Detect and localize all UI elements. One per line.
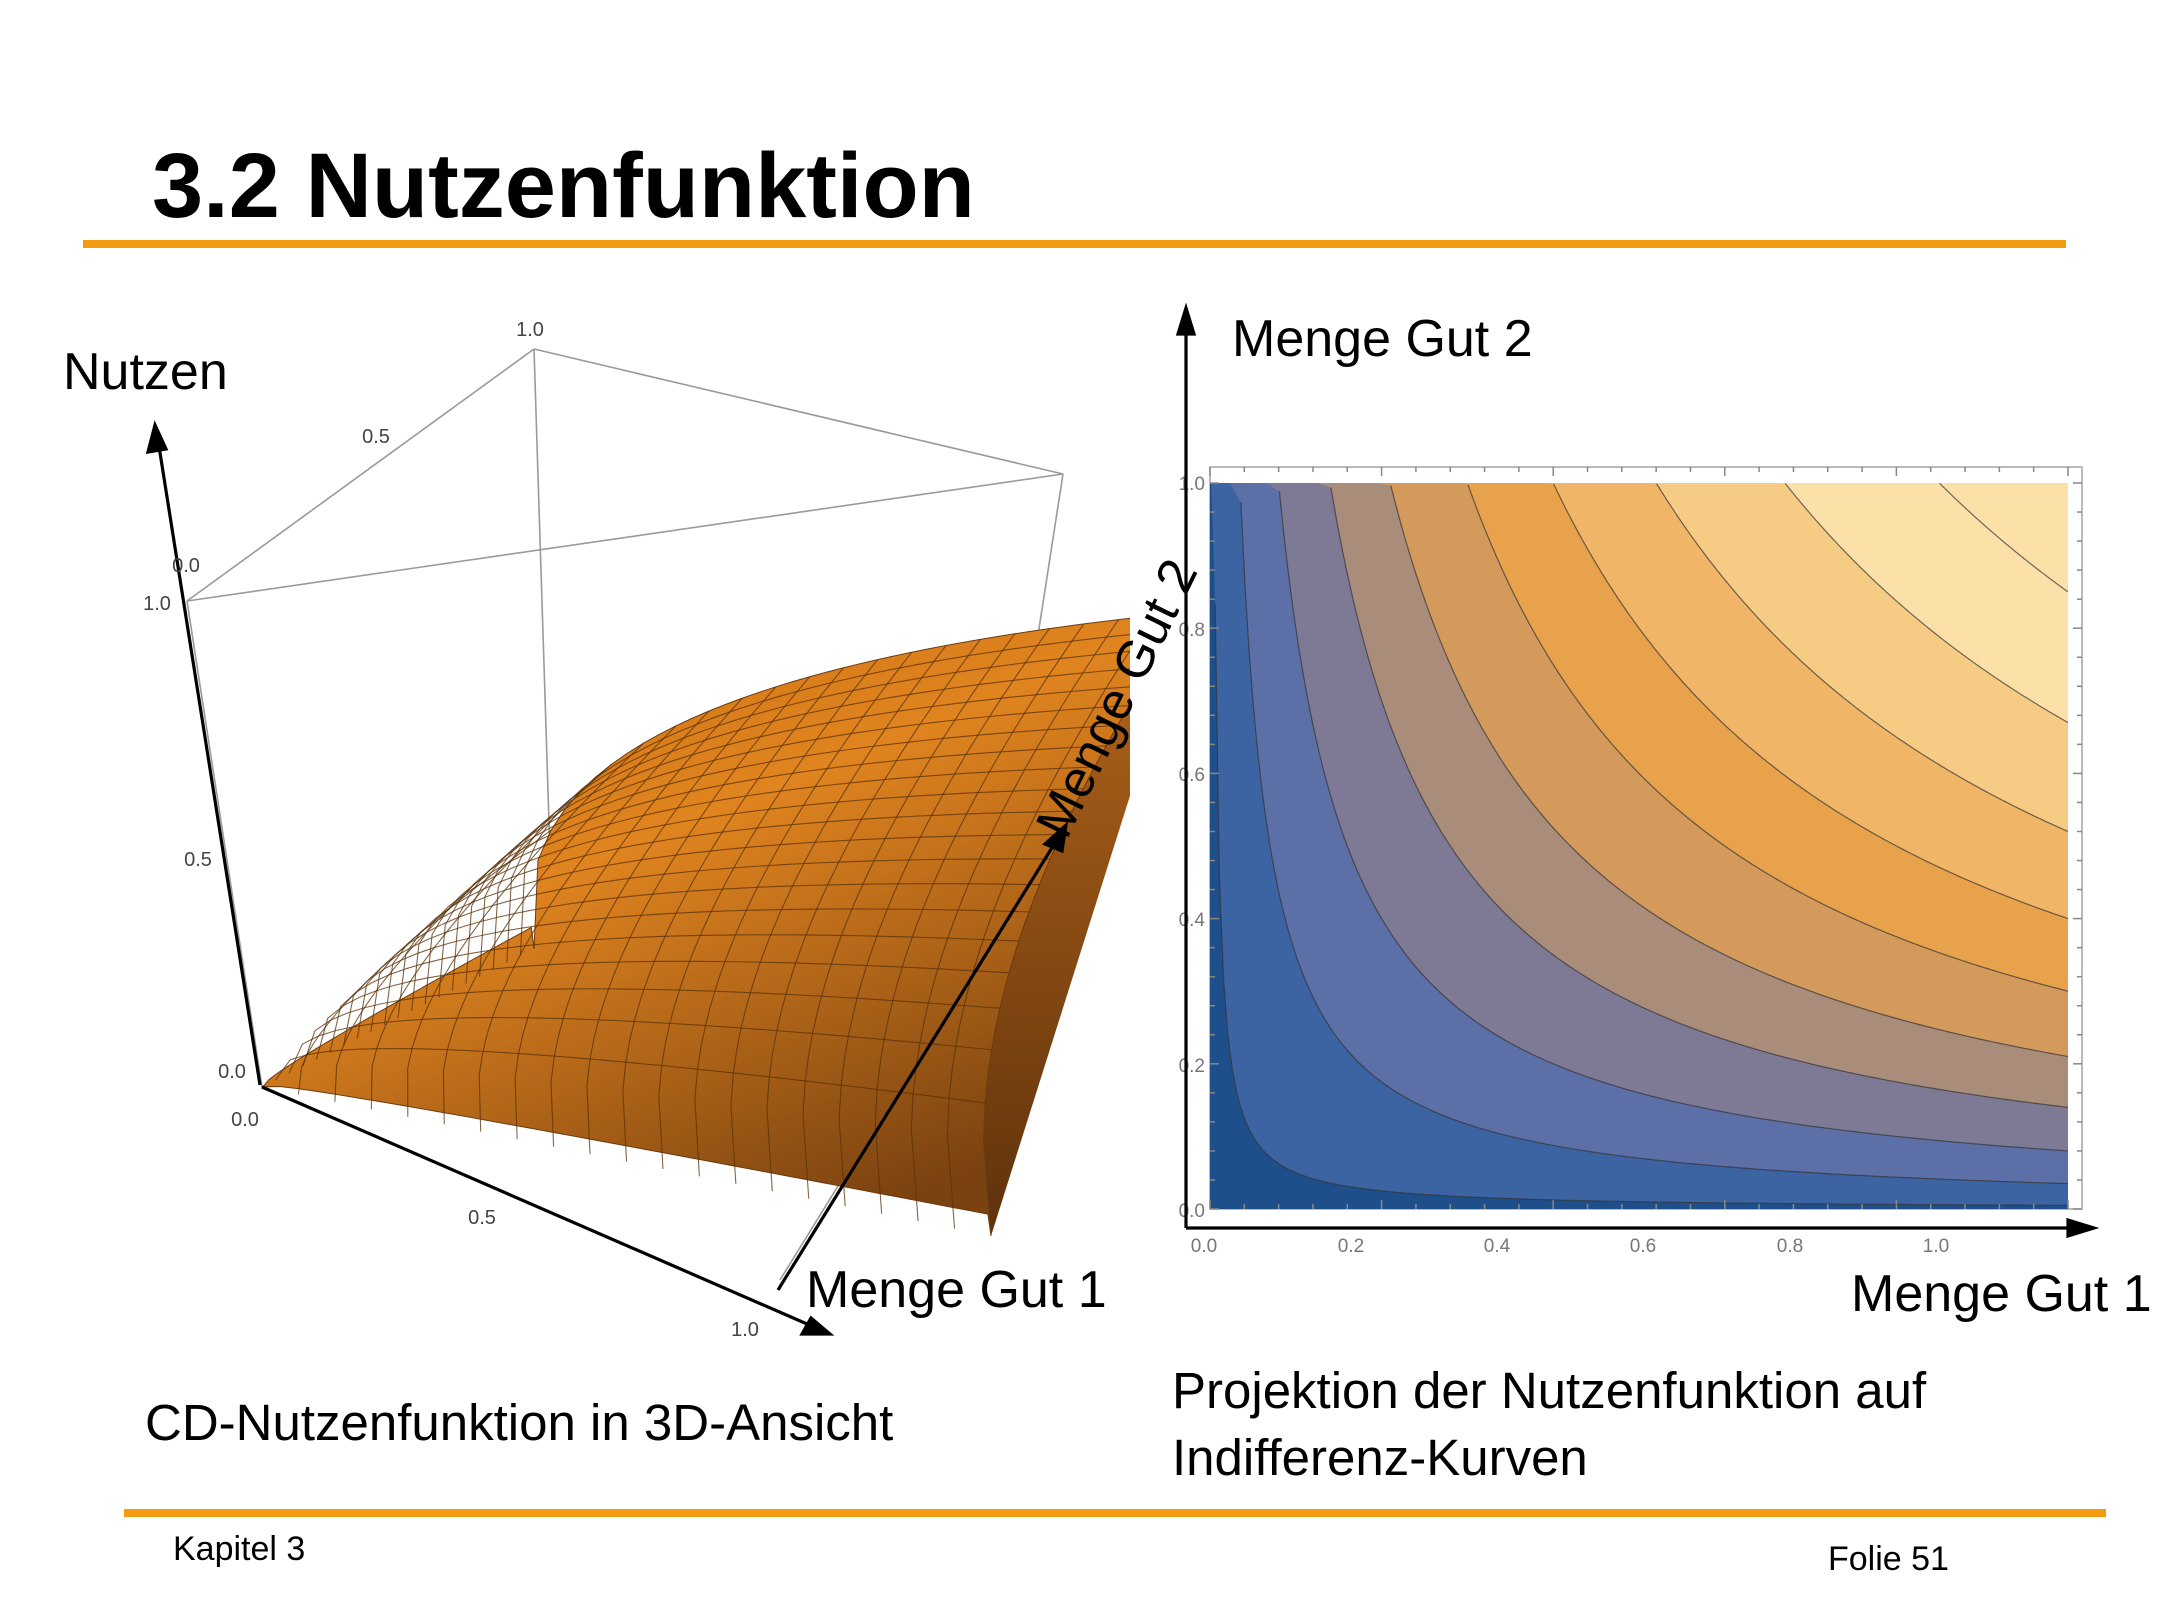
y-tick-1: 0.2: [1179, 1056, 1205, 1077]
indifference-curve: [1784, 483, 2068, 724]
x-tick-3: 0.6: [1630, 1236, 1656, 1257]
contour-plot: 0.0 0.2 0.4 0.6 0.8 1.0 0.0 0.2 0.4 0.6 …: [1175, 302, 2100, 1257]
indifference-curve: [1467, 484, 2068, 992]
surface-mesh-line: [506, 650, 1130, 963]
surface-mesh-line: [451, 724, 1118, 991]
y-tick-2: 0.4: [1179, 910, 1206, 931]
surface-mesh-line: [370, 858, 1051, 1032]
axis-label-gut1: Menge Gut 1: [1851, 1265, 2152, 1323]
surface-mesh-line: [315, 960, 1010, 1060]
z-tick-bottom: 0.0: [218, 1061, 246, 1083]
surface-mesh-line: [479, 686, 1130, 977]
indifference-curves: [1214, 483, 2068, 1206]
surface-mesh-line: [465, 704, 1130, 984]
x-tick-end: 1.0: [731, 1319, 759, 1341]
y-tick-mid: 0.5: [362, 426, 390, 448]
title-underline: [83, 240, 2066, 248]
indifference-bands: [1210, 483, 2068, 1209]
axes-3d: [145, 420, 1069, 1336]
footer-rule: [124, 1509, 2106, 1517]
surface-mesh-line: [302, 988, 1000, 1067]
surface-mesh-line: [438, 745, 1107, 998]
surface-mesh-line: [492, 668, 1130, 970]
surface-mesh-line: [288, 1017, 992, 1074]
y-tick-0: 0.0: [1179, 1201, 1205, 1222]
x-tick-0: 0.0: [1191, 1236, 1217, 1257]
utility-surface: [260, 617, 1130, 1237]
caption-contour-line2: Indifferenz-Kurven: [1172, 1429, 1588, 1486]
axis-label-nutzen: Nutzen: [63, 343, 228, 401]
y-tick-4: 0.8: [1179, 620, 1205, 641]
surface-side-wall: [983, 704, 1130, 1236]
y-tick-top: 1.0: [516, 319, 544, 341]
surface-mesh-line: [519, 634, 1130, 956]
x-tick-2: 0.4: [1484, 1236, 1511, 1257]
surface-3d-plot: 1.0 0.5 0.0 1.0 0.5 0.0 0.0 0.5 1.0: [143, 319, 1130, 1341]
indifference-curve: [1240, 502, 2068, 1185]
caption-3d: CD-Nutzenfunktion in 3D-Ansicht: [145, 1394, 894, 1451]
axis-label-gut1-3d: Menge Gut 1: [806, 1261, 1107, 1319]
frame-ticks: [1209, 467, 2082, 1210]
y-tick-3: 0.6: [1179, 765, 1205, 786]
indifference-curve: [1553, 483, 2068, 920]
contour-axes: [1175, 302, 2100, 1239]
x-tick-mid: 0.5: [468, 1207, 496, 1229]
z-tick-mid: 0.5: [184, 849, 212, 871]
contour-band: [1210, 483, 2068, 1209]
surface-mesh-line: [343, 908, 1029, 1046]
x-tick-5: 1.0: [1923, 1236, 1949, 1257]
surface-mesh-line: [424, 766, 1095, 1005]
y-tick-origin: 0.0: [172, 555, 200, 577]
axis-label-gut2: Menge Gut 2: [1232, 310, 1533, 368]
indifference-curve: [1939, 483, 2068, 593]
x-tick-origin: 0.0: [231, 1109, 259, 1131]
z-tick-top: 1.0: [143, 593, 171, 615]
x-tick-1: 0.2: [1338, 1236, 1364, 1257]
footer-chapter: Kapitel 3: [173, 1530, 306, 1568]
slide-title: 3.2 Nutzenfunktion: [152, 135, 975, 237]
surface-mesh-line: [397, 810, 1073, 1019]
indifference-curve: [1278, 491, 2068, 1152]
x-tick-4: 0.8: [1777, 1236, 1803, 1257]
footer-slide-number: Folie 51: [1828, 1540, 1949, 1578]
surface-mesh-line: [329, 934, 1019, 1053]
caption-contour-line1: Projektion der Nutzenfunktion auf: [1172, 1362, 1927, 1419]
indifference-curve: [1330, 487, 2068, 1108]
indifference-curve: [1390, 485, 2068, 1058]
y-tick-5: 1.0: [1179, 474, 1205, 495]
surface-mesh-line: [383, 834, 1062, 1025]
contour-band: [1210, 483, 2068, 1209]
indifference-curve: [1214, 603, 2068, 1206]
surface-mesh-line: [275, 1048, 986, 1104]
surface-mesh-line: [411, 788, 1084, 1012]
indifference-curve: [1656, 483, 2068, 833]
